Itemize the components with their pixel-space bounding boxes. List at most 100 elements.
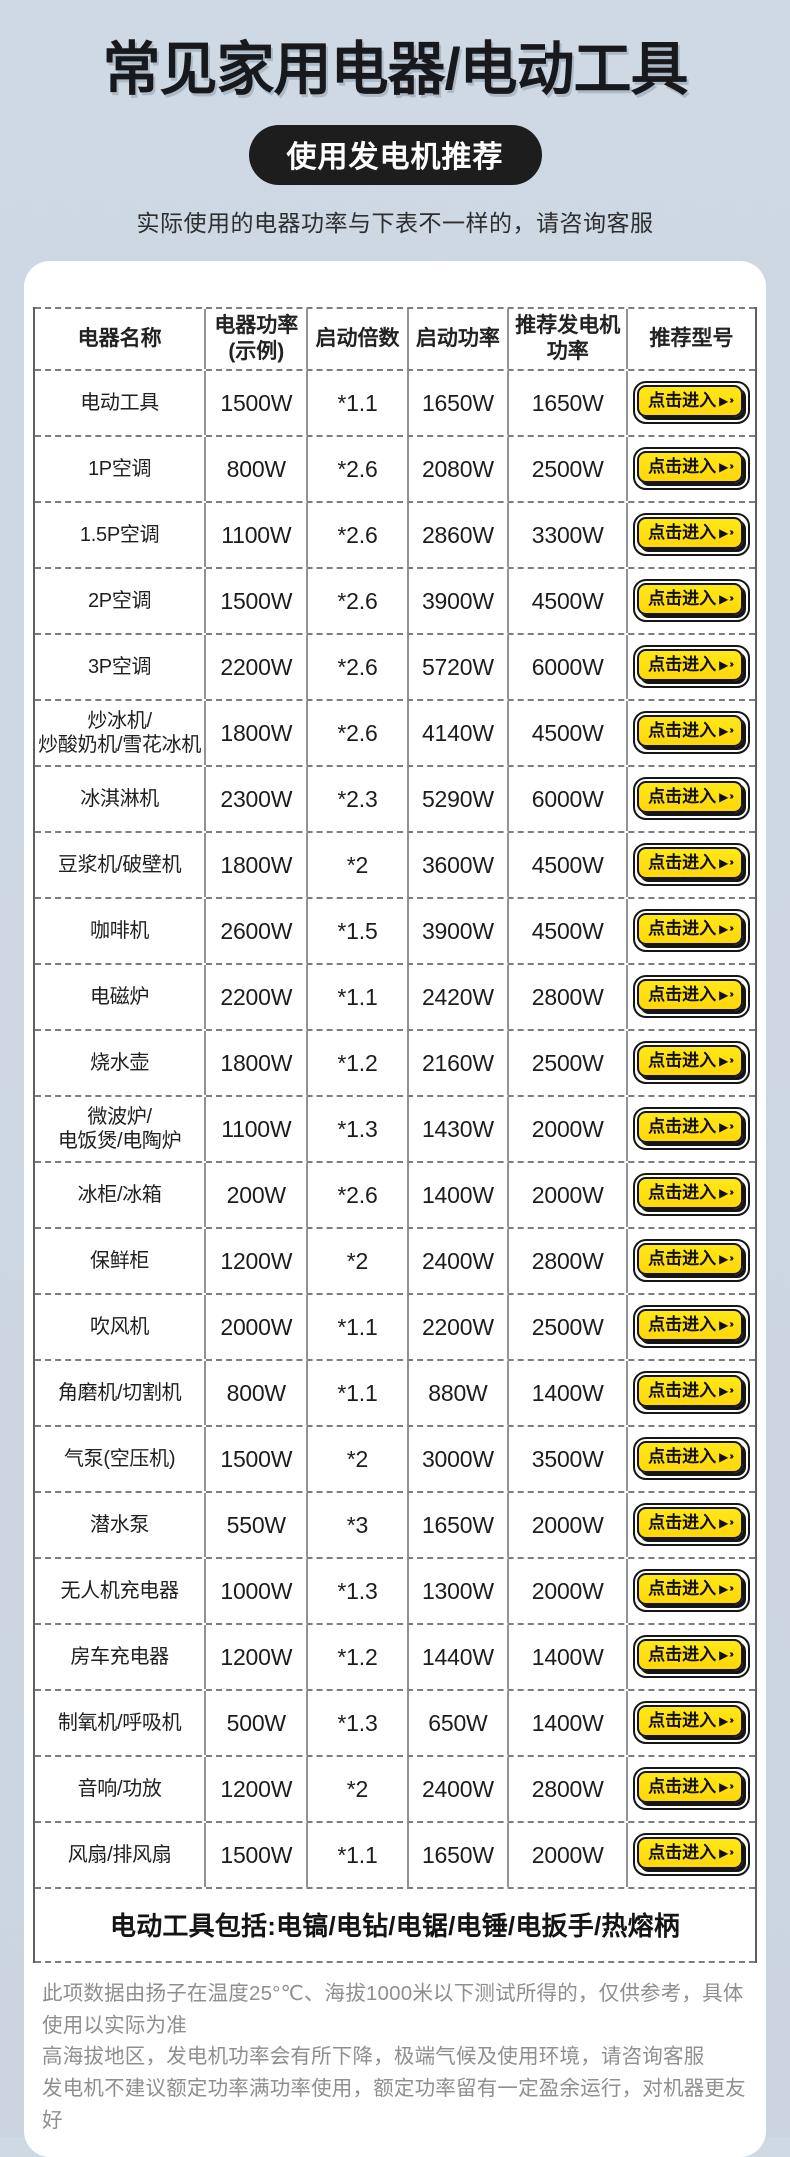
start-power-cell: 2420W [406, 964, 508, 1029]
start-power-cell: 2400W [406, 1756, 508, 1821]
enter-button-outline[interactable]: 点击进入 ▶ ›› [633, 711, 750, 755]
table-row: 1P空调 800W *2.6 2080W 2500W 点击进入 ▶ ›› [35, 434, 755, 501]
play-arrow-icon: ▶ [719, 789, 729, 804]
enter-button[interactable]: 点击进入 ▶ ›› [637, 1441, 743, 1474]
enter-button-outline[interactable]: 点击进入 ▶ ›› [633, 1107, 750, 1151]
enter-button-outline[interactable]: 点击进入 ▶ ›› [633, 1173, 750, 1217]
enter-button[interactable]: 点击进入 ▶ ›› [637, 1375, 743, 1408]
enter-button[interactable]: 点击进入 ▶ ›› [637, 1639, 743, 1672]
play-arrow-icon: ▶ [719, 1779, 729, 1794]
appliance-name-cell: 保鲜柜 [90, 1249, 150, 1272]
enter-button-outline[interactable]: 点击进入 ▶ ›› [633, 1305, 750, 1349]
appliance-name-cell: 炒冰机/ 炒酸奶机/雪花冰机 [38, 709, 202, 756]
start-power-cell: 1650W [406, 1492, 508, 1557]
enter-button-outline[interactable]: 点击进入 ▶ ›› [633, 1041, 750, 1085]
enter-button-outline[interactable]: 点击进入 ▶ ›› [633, 1767, 750, 1811]
generator-power-cell: 2000W [507, 1096, 626, 1161]
enter-button-outline[interactable]: 点击进入 ▶ ›› [633, 1635, 750, 1679]
enter-button[interactable]: 点击进入 ▶ ›› [637, 781, 743, 814]
enter-button[interactable]: 点击进入 ▶ ›› [637, 451, 743, 484]
play-arrow-icon: ▶ [719, 1449, 729, 1464]
enter-button[interactable]: 点击进入 ▶ ›› [637, 649, 743, 682]
start-power-cell: 2080W [406, 436, 508, 501]
enter-button[interactable]: 点击进入 ▶ ›› [637, 1111, 743, 1144]
appliance-name-cell: 电动工具 [80, 391, 159, 414]
enter-button[interactable]: 点击进入 ▶ ›› [637, 517, 743, 550]
appliance-name-cell: 音响/功放 [77, 1777, 162, 1800]
appliance-name-cell: 1.5P空调 [79, 523, 160, 546]
enter-button[interactable]: 点击进入 ▶ ›› [637, 1771, 743, 1804]
generator-power-cell: 2000W [507, 1558, 626, 1623]
start-multiplier-cell: *1.1 [306, 1294, 406, 1359]
play-arrow-icon: ▶ [719, 1119, 729, 1134]
enter-button-outline[interactable]: 点击进入 ▶ ›› [633, 381, 750, 425]
enter-button-label: 点击进入 [648, 391, 717, 411]
table-row: 冰柜/冰箱 200W *2.6 1400W 2000W 点击进入 ▶ ›› [35, 1160, 755, 1227]
enter-button-outline[interactable]: 点击进入 ▶ ›› [633, 1239, 750, 1283]
enter-button[interactable]: 点击进入 ▶ ›› [637, 979, 743, 1012]
model-button-cell: 点击进入 ▶ ›› [626, 1624, 755, 1689]
model-button-cell: 点击进入 ▶ ›› [626, 1756, 755, 1821]
start-power-cell: 1650W [406, 370, 508, 435]
enter-button[interactable]: 点击进入 ▶ ›› [637, 1507, 743, 1540]
appliance-name-cell: 房车充电器 [70, 1645, 169, 1668]
start-multiplier-cell: *2 [306, 1756, 406, 1821]
model-button-cell: 点击进入 ▶ ›› [626, 1492, 755, 1557]
enter-button[interactable]: 点击进入 ▶ ›› [637, 1309, 743, 1342]
start-power-cell: 2860W [406, 502, 508, 567]
enter-button[interactable]: 点击进入 ▶ ›› [637, 715, 743, 748]
play-arrow-icon: ▶ [719, 525, 729, 540]
enter-button-outline[interactable]: 点击进入 ▶ ›› [633, 909, 750, 953]
enter-button-outline[interactable]: 点击进入 ▶ ›› [633, 579, 750, 623]
enter-button-outline[interactable]: 点击进入 ▶ ›› [633, 1437, 750, 1481]
enter-button[interactable]: 点击进入 ▶ ›› [637, 913, 743, 946]
play-arrow-icon: ▶ [719, 1581, 729, 1596]
enter-button[interactable]: 点击进入 ▶ ›› [637, 847, 743, 880]
enter-button[interactable]: 点击进入 ▶ ›› [637, 1837, 743, 1870]
start-multiplier-cell: *2.6 [306, 634, 406, 699]
col-model-header: 推荐型号 [626, 308, 755, 369]
chevron-trail-icon: ›› [729, 1450, 733, 1462]
start-power-cell: 1440W [406, 1624, 508, 1689]
enter-button-outline[interactable]: 点击进入 ▶ ›› [633, 1371, 750, 1415]
power-tools-include-text: 电动工具包括:电镐/电钻/电锯/电锤/电扳手/热熔柄 [110, 1911, 680, 1942]
enter-button[interactable]: 点击进入 ▶ ›› [637, 583, 743, 616]
enter-button-outline[interactable]: 点击进入 ▶ ›› [633, 513, 750, 557]
enter-button-outline[interactable]: 点击进入 ▶ ›› [633, 975, 750, 1019]
start-multiplier-cell: *1.1 [306, 370, 406, 435]
appliance-power-table: 电器名称 电器功率 (示例) 启动倍数 启动功率 推荐发电机 功率 推荐型号 电动工具 150… [33, 306, 757, 1963]
enter-button[interactable]: 点击进入 ▶ ›› [637, 1243, 743, 1276]
appliance-name-cell: 气泵(空压机) [63, 1447, 176, 1470]
enter-button-outline[interactable]: 点击进入 ▶ ›› [633, 1503, 750, 1547]
enter-button-outline[interactable]: 点击进入 ▶ ›› [633, 1701, 750, 1745]
start-power-cell: 3600W [406, 832, 508, 897]
chevron-trail-icon: ›› [729, 1318, 733, 1330]
start-power-cell: 2200W [406, 1294, 508, 1359]
model-button-cell: 点击进入 ▶ ›› [626, 1030, 755, 1095]
appliance-power-cell: 1800W [204, 1030, 306, 1095]
chevron-trail-icon: ›› [729, 1780, 733, 1792]
enter-button-outline[interactable]: 点击进入 ▶ ›› [633, 645, 750, 689]
enter-button[interactable]: 点击进入 ▶ ›› [637, 1045, 743, 1078]
enter-button-label: 点击进入 [648, 655, 717, 675]
model-button-cell: 点击进入 ▶ ›› [626, 1822, 755, 1887]
model-button-cell: 点击进入 ▶ ›› [626, 700, 755, 765]
enter-button[interactable]: 点击进入 ▶ ›› [637, 1705, 743, 1738]
table-row: 潜水泵 550W *3 1650W 2000W 点击进入 ▶ ›› [35, 1490, 755, 1557]
enter-button-outline[interactable]: 点击进入 ▶ ›› [633, 447, 750, 491]
appliance-name-cell: 无人机充电器 [60, 1579, 179, 1602]
model-button-cell: 点击进入 ▶ ›› [626, 1558, 755, 1623]
enter-button[interactable]: 点击进入 ▶ ›› [637, 1573, 743, 1606]
model-button-cell: 点击进入 ▶ ›› [626, 502, 755, 567]
appliance-power-cell: 1500W [204, 1822, 306, 1887]
generator-power-cell: 3300W [507, 502, 626, 567]
enter-button-outline[interactable]: 点击进入 ▶ ›› [633, 777, 750, 821]
enter-button-outline[interactable]: 点击进入 ▶ ›› [633, 1833, 750, 1877]
enter-button[interactable]: 点击进入 ▶ ›› [637, 385, 743, 418]
enter-button[interactable]: 点击进入 ▶ ›› [637, 1177, 743, 1210]
page-title: 常见家用电器/电动工具 [102, 37, 688, 102]
enter-button-outline[interactable]: 点击进入 ▶ ›› [633, 1569, 750, 1613]
enter-button-outline[interactable]: 点击进入 ▶ ›› [633, 843, 750, 887]
start-multiplier-cell: *2.3 [306, 766, 406, 831]
start-power-cell: 1400W [406, 1162, 508, 1227]
